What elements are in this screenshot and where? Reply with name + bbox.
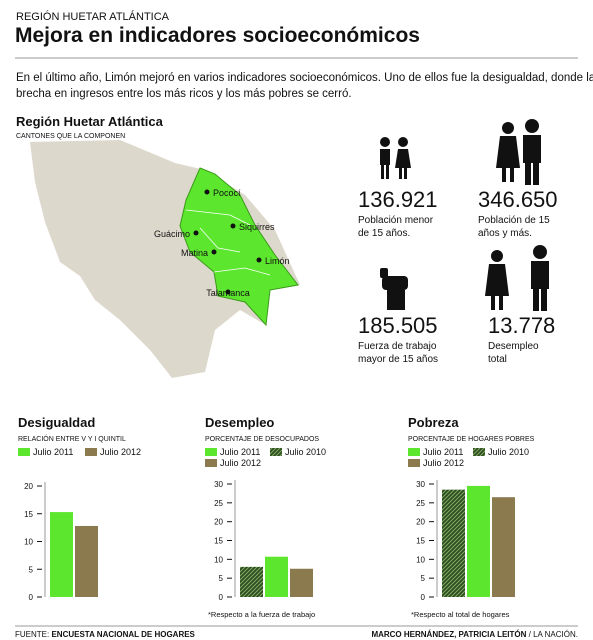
bar: [50, 512, 73, 597]
map-subtitle: CANTONES QUE LA COMPONEN: [16, 133, 125, 140]
place-dot: [193, 230, 199, 236]
bar: [467, 485, 490, 597]
bar: [492, 497, 515, 597]
place-label: Guácimo: [154, 229, 190, 239]
bar: [75, 525, 98, 597]
title: Mejora en indicadores socioeconómicos: [15, 24, 420, 47]
legend-swatch: [408, 448, 420, 456]
bar: [240, 566, 263, 597]
stat-label: de 15 años.: [358, 228, 410, 239]
stat-label: total: [488, 354, 507, 365]
y-tick-label: 15: [416, 537, 425, 546]
y-tick-label: 25: [214, 499, 223, 508]
stat-label: mayor de 15 años: [358, 354, 438, 365]
y-tick-label: 25: [416, 499, 425, 508]
y-tick-label: 5: [29, 565, 34, 574]
place-label: Matina: [181, 248, 208, 258]
stat-label: Población de 15: [478, 215, 550, 226]
legend-label: Julio 2011: [220, 447, 260, 457]
chart-subtitle: RELACIÓN ENTRE V Y I QUINTIL: [18, 434, 126, 443]
place-label: Talamanca: [206, 288, 250, 298]
y-tick-label: 15: [214, 537, 223, 546]
y-tick-label: 20: [24, 482, 33, 491]
y-tick-label: 20: [214, 518, 223, 527]
chart-note: *Respecto a la fuerza de trabajo: [208, 610, 315, 619]
legend-swatch: [85, 448, 97, 456]
source: ENCUESTA NACIONAL DE HOGARES: [51, 630, 195, 639]
bar: [442, 489, 465, 597]
intro-line: En el último año, Limón mejoró en varios…: [16, 72, 593, 84]
map-title: Región Huetar Atlántica: [16, 114, 164, 129]
stat-label: Desempleo: [488, 341, 539, 352]
y-tick-label: 15: [24, 510, 33, 519]
region: [179, 167, 299, 327]
chart-title: Pobreza: [408, 415, 459, 430]
y-tick-label: 30: [214, 480, 223, 489]
footer-credits: MARCO HERNÁNDEZ, PATRICIA LEITÓN / LA NA…: [371, 630, 578, 639]
place-dot: [211, 249, 217, 255]
source-label: FUENTE:: [15, 630, 49, 639]
legend-label: Julio 2012: [220, 458, 261, 468]
place-dot: [204, 189, 210, 195]
y-tick-label: 0: [29, 593, 34, 602]
legend-swatch: [18, 448, 30, 456]
legend-label: Julio 2012: [100, 447, 141, 457]
stat-value: 13.778: [488, 313, 555, 338]
stat-value: 185.505: [358, 313, 438, 338]
place-dot: [230, 223, 236, 229]
stat-label: Población menor: [358, 215, 434, 226]
legend-swatch: [270, 448, 282, 456]
stat-label: Fuerza de trabajo: [358, 341, 437, 352]
authors: MARCO HERNÁNDEZ, PATRICIA LEITÓN: [371, 630, 526, 639]
canton-borders: [185, 209, 271, 276]
legend-label: Julio 2012: [423, 458, 464, 468]
bar: [290, 568, 313, 597]
y-tick-label: 20: [416, 518, 425, 527]
y-tick-label: 5: [219, 574, 224, 583]
kicker: REGIÓN HUETAR ATLÁNTICA: [16, 10, 170, 23]
footer-source: FUENTE: ENCUESTA NACIONAL DE HOGARES: [15, 630, 196, 639]
legend-swatch: [408, 459, 420, 467]
legend-swatch: [205, 448, 217, 456]
outlet: / LA NACIÓN.: [529, 630, 578, 639]
y-tick-label: 0: [219, 593, 224, 602]
bar: [265, 556, 288, 597]
place-dot: [225, 289, 231, 295]
y-tick-label: 30: [416, 480, 425, 489]
stat-value: 136.921: [358, 187, 438, 212]
y-tick-label: 10: [416, 555, 425, 564]
stat-value: 346.650: [478, 187, 558, 212]
legend-label: Julio 2010: [285, 447, 326, 457]
place-label: Limón: [265, 256, 290, 266]
legend-swatch: [473, 448, 485, 456]
y-tick-label: 0: [421, 593, 426, 602]
chart-title: Desempleo: [205, 415, 274, 430]
legend-label: Julio 2011: [33, 447, 73, 457]
legend-label: Julio 2011: [423, 447, 463, 457]
place-label: Pococí: [213, 188, 241, 198]
chart-note: *Respecto al total de hogares: [411, 610, 510, 619]
y-tick-label: 5: [421, 574, 426, 583]
y-tick-label: 10: [24, 538, 33, 547]
legend-label: Julio 2010: [488, 447, 529, 457]
chart-title: Desigualdad: [18, 415, 95, 430]
stat-label: años y más.: [478, 228, 532, 239]
icons: [380, 119, 549, 311]
y-tick-label: 10: [214, 555, 223, 564]
chart-subtitle: PORCENTAJE DE DESOCUPADOS: [205, 436, 319, 443]
place-dot: [256, 257, 262, 263]
legend-swatch: [205, 459, 217, 467]
intro-line: brecha en ingresos entre los más ricos y…: [16, 88, 352, 100]
place-label: Siquirres: [239, 222, 275, 232]
chart-subtitle: PORCENTAJE DE HOGARES POBRES: [408, 436, 535, 443]
